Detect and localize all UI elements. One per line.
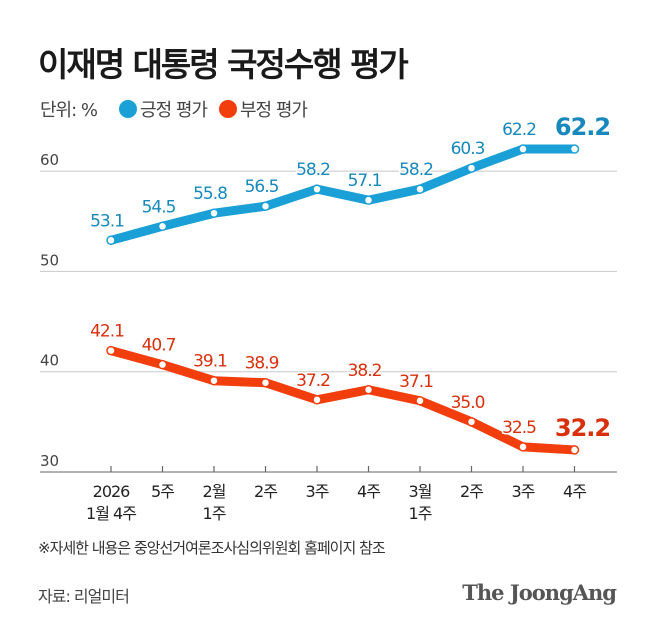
data-label: 56.5: [245, 177, 279, 197]
data-point: [106, 235, 116, 246]
x-tick-label: 2주: [254, 482, 277, 501]
legend-dot-negative: [218, 100, 237, 118]
data-point: [518, 442, 528, 452]
data-label: 58.2: [399, 160, 433, 180]
data-point: [157, 359, 168, 370]
data-label: 54.5: [142, 197, 176, 217]
legend-dot-positive: [119, 100, 138, 118]
x-tick-label: 2026: [93, 482, 131, 501]
data-label: 40.7: [142, 336, 176, 356]
legend: 단위: % 긍정 평가 부정 평가: [40, 96, 308, 122]
y-tick-label: 50: [40, 251, 59, 269]
data-point: [106, 345, 116, 356]
data-label: 53.1: [90, 211, 124, 231]
x-tick-label: 2월: [203, 482, 226, 501]
data-label: 38.9: [245, 354, 279, 374]
x-tick-label: 4주: [563, 482, 586, 501]
data-point: [569, 144, 580, 154]
x-tick-label: 5주: [151, 482, 174, 501]
data-label: 62.2: [555, 113, 610, 141]
data-point: [415, 396, 425, 406]
data-label: 35.0: [451, 393, 485, 413]
legend-item-positive: 긍정 평가: [119, 96, 208, 122]
data-label: 62.2: [502, 120, 536, 140]
y-tick-label: 60: [40, 151, 59, 169]
legend-label-positive: 긍정 평가: [140, 100, 208, 121]
x-tick-label: 1주: [409, 504, 432, 523]
footnote: ※자세한 내용은 중앙선거여론조사심의위원회 홈페이지 참조: [38, 539, 386, 557]
data-label: 32.5: [502, 418, 536, 438]
x-tick-label: 3주: [512, 482, 535, 501]
legend-item-negative: 부정 평가: [218, 96, 308, 122]
source: 자료: 리얼미터: [38, 587, 130, 606]
data-point: [466, 163, 477, 173]
data-point: [415, 184, 425, 194]
logo: The JoongAng: [462, 580, 617, 605]
data-point: [260, 377, 271, 388]
series-line-positive: [106, 144, 579, 245]
x-tick-label: 1주: [203, 504, 226, 523]
unit-label: 단위: %: [40, 100, 98, 121]
data-point: [209, 208, 219, 218]
data-label: 32.2: [555, 414, 610, 442]
legend-label-negative: 부정 평가: [239, 100, 308, 121]
data-label: 55.8: [193, 184, 227, 204]
data-label: 37.1: [399, 372, 433, 392]
data-point: [569, 445, 580, 455]
x-tick-label: 1월 4주: [86, 504, 136, 523]
y-tick-label: 40: [40, 352, 59, 370]
data-point: [518, 144, 528, 154]
data-point: [260, 201, 271, 211]
data-label: 60.3: [451, 139, 485, 159]
data-label: 58.2: [296, 160, 330, 180]
data-point: [157, 221, 168, 232]
data-point: [363, 385, 374, 395]
data-point: [466, 417, 477, 427]
x-tick-label: 3월: [409, 482, 432, 501]
x-tick-label: 4주: [357, 482, 380, 501]
series-line-negative: [106, 346, 579, 455]
data-label: 38.2: [348, 361, 382, 381]
data-label: 37.2: [296, 371, 330, 391]
data-point: [363, 195, 374, 205]
data-label: 57.1: [348, 171, 382, 191]
x-tick-label: 3주: [306, 482, 329, 501]
data-point: [312, 395, 322, 405]
y-tick-label: 30: [40, 452, 59, 470]
chart-title: 이재명 대통령 국정수행 평가: [38, 45, 409, 84]
data-point: [209, 375, 219, 386]
data-label: 42.1: [90, 322, 124, 342]
x-tick-label: 2주: [460, 482, 483, 501]
data-label: 39.1: [193, 352, 227, 372]
data-point: [312, 184, 322, 194]
